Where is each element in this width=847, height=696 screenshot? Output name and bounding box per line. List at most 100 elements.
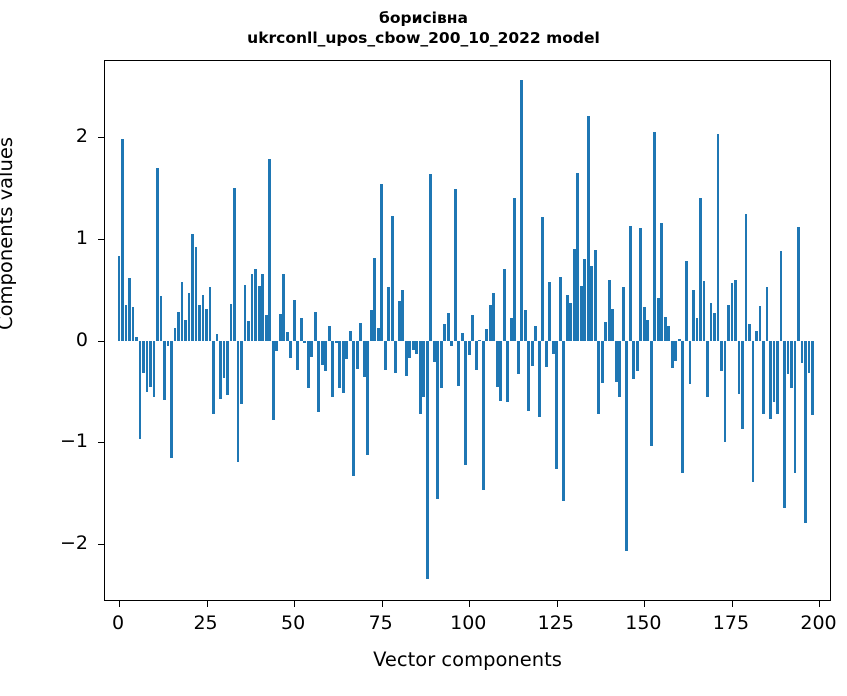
bar bbox=[600, 340, 604, 384]
bar bbox=[656, 297, 660, 341]
bar bbox=[460, 332, 464, 341]
bar bbox=[495, 340, 499, 388]
x-axis-tick bbox=[119, 600, 120, 607]
bar bbox=[338, 340, 342, 389]
bar bbox=[135, 336, 138, 341]
bar bbox=[436, 340, 440, 500]
bar bbox=[240, 340, 243, 404]
bar bbox=[772, 340, 776, 402]
bar bbox=[401, 289, 405, 341]
bar bbox=[786, 340, 790, 375]
bar bbox=[320, 340, 324, 366]
bar bbox=[667, 326, 671, 341]
bar bbox=[663, 317, 667, 341]
bar bbox=[394, 340, 398, 374]
bar bbox=[173, 328, 177, 341]
y-axis-tick bbox=[98, 442, 105, 444]
bar bbox=[254, 269, 257, 341]
bar bbox=[296, 340, 300, 371]
x-axis-tick-label: 25 bbox=[193, 612, 218, 634]
bar bbox=[271, 340, 275, 420]
bar bbox=[457, 340, 461, 387]
bar bbox=[191, 233, 194, 341]
bar bbox=[163, 340, 166, 400]
x-axis-tick-label: 50 bbox=[281, 612, 306, 634]
bar bbox=[769, 340, 772, 419]
bar bbox=[530, 340, 534, 367]
x-axis-tick bbox=[381, 600, 383, 607]
bar bbox=[695, 318, 699, 341]
bar bbox=[453, 189, 457, 341]
x-axis-tick bbox=[294, 600, 296, 607]
bar bbox=[212, 340, 215, 414]
bar bbox=[579, 285, 583, 341]
bar-series bbox=[105, 61, 830, 600]
bar bbox=[478, 339, 482, 341]
bar bbox=[142, 340, 145, 374]
bar bbox=[128, 277, 131, 341]
bar bbox=[488, 305, 492, 341]
bar bbox=[345, 340, 349, 359]
bar bbox=[593, 250, 597, 341]
bar bbox=[597, 340, 601, 414]
bar bbox=[275, 340, 278, 351]
bar bbox=[121, 139, 124, 341]
bar bbox=[516, 340, 520, 375]
bar bbox=[716, 134, 720, 341]
bar bbox=[706, 340, 709, 397]
bar bbox=[303, 340, 307, 343]
bar bbox=[471, 315, 475, 341]
x-axis-tick bbox=[469, 600, 471, 607]
bar bbox=[751, 340, 755, 483]
plot-axes bbox=[98, 60, 831, 607]
bar bbox=[222, 340, 226, 379]
bar bbox=[208, 286, 212, 341]
bar bbox=[177, 312, 180, 341]
bar bbox=[660, 222, 664, 341]
bar bbox=[373, 258, 377, 341]
bar bbox=[734, 279, 737, 341]
x-axis-tick-label: 150 bbox=[625, 612, 662, 634]
bar bbox=[744, 213, 748, 341]
bar bbox=[285, 331, 289, 341]
bar bbox=[632, 340, 636, 380]
bar bbox=[317, 340, 321, 412]
bar bbox=[219, 340, 222, 399]
bar bbox=[306, 340, 310, 389]
bar bbox=[124, 305, 128, 341]
y-axis-tick-label: 1 bbox=[75, 226, 88, 249]
bar bbox=[723, 340, 727, 443]
bar bbox=[762, 340, 765, 414]
bar bbox=[699, 198, 702, 341]
bar bbox=[527, 340, 531, 411]
x-axis-tick bbox=[731, 600, 733, 607]
bar bbox=[215, 333, 219, 341]
bar bbox=[166, 340, 170, 346]
bar bbox=[576, 172, 580, 341]
bar bbox=[387, 286, 391, 341]
bar bbox=[292, 299, 296, 341]
bar bbox=[184, 320, 187, 341]
bar bbox=[558, 276, 562, 341]
bar bbox=[509, 318, 513, 341]
bar bbox=[534, 326, 538, 341]
bar bbox=[397, 301, 401, 341]
y-axis-tick-label: 0 bbox=[75, 328, 88, 351]
bar bbox=[611, 309, 615, 341]
bar bbox=[674, 340, 678, 361]
bar bbox=[278, 314, 282, 341]
y-axis-tick-label: −1 bbox=[59, 430, 88, 453]
bar bbox=[446, 313, 450, 341]
bar bbox=[464, 340, 468, 465]
bar bbox=[485, 329, 489, 341]
bar bbox=[450, 340, 454, 346]
x-axis-label: Vector components bbox=[373, 648, 562, 671]
bar bbox=[362, 340, 366, 378]
y-axis-tick bbox=[98, 137, 105, 139]
chart-title-line-1: борисівна bbox=[379, 9, 468, 27]
bar bbox=[289, 340, 293, 358]
bar bbox=[646, 320, 650, 341]
bar bbox=[415, 340, 419, 354]
bar bbox=[790, 340, 793, 389]
